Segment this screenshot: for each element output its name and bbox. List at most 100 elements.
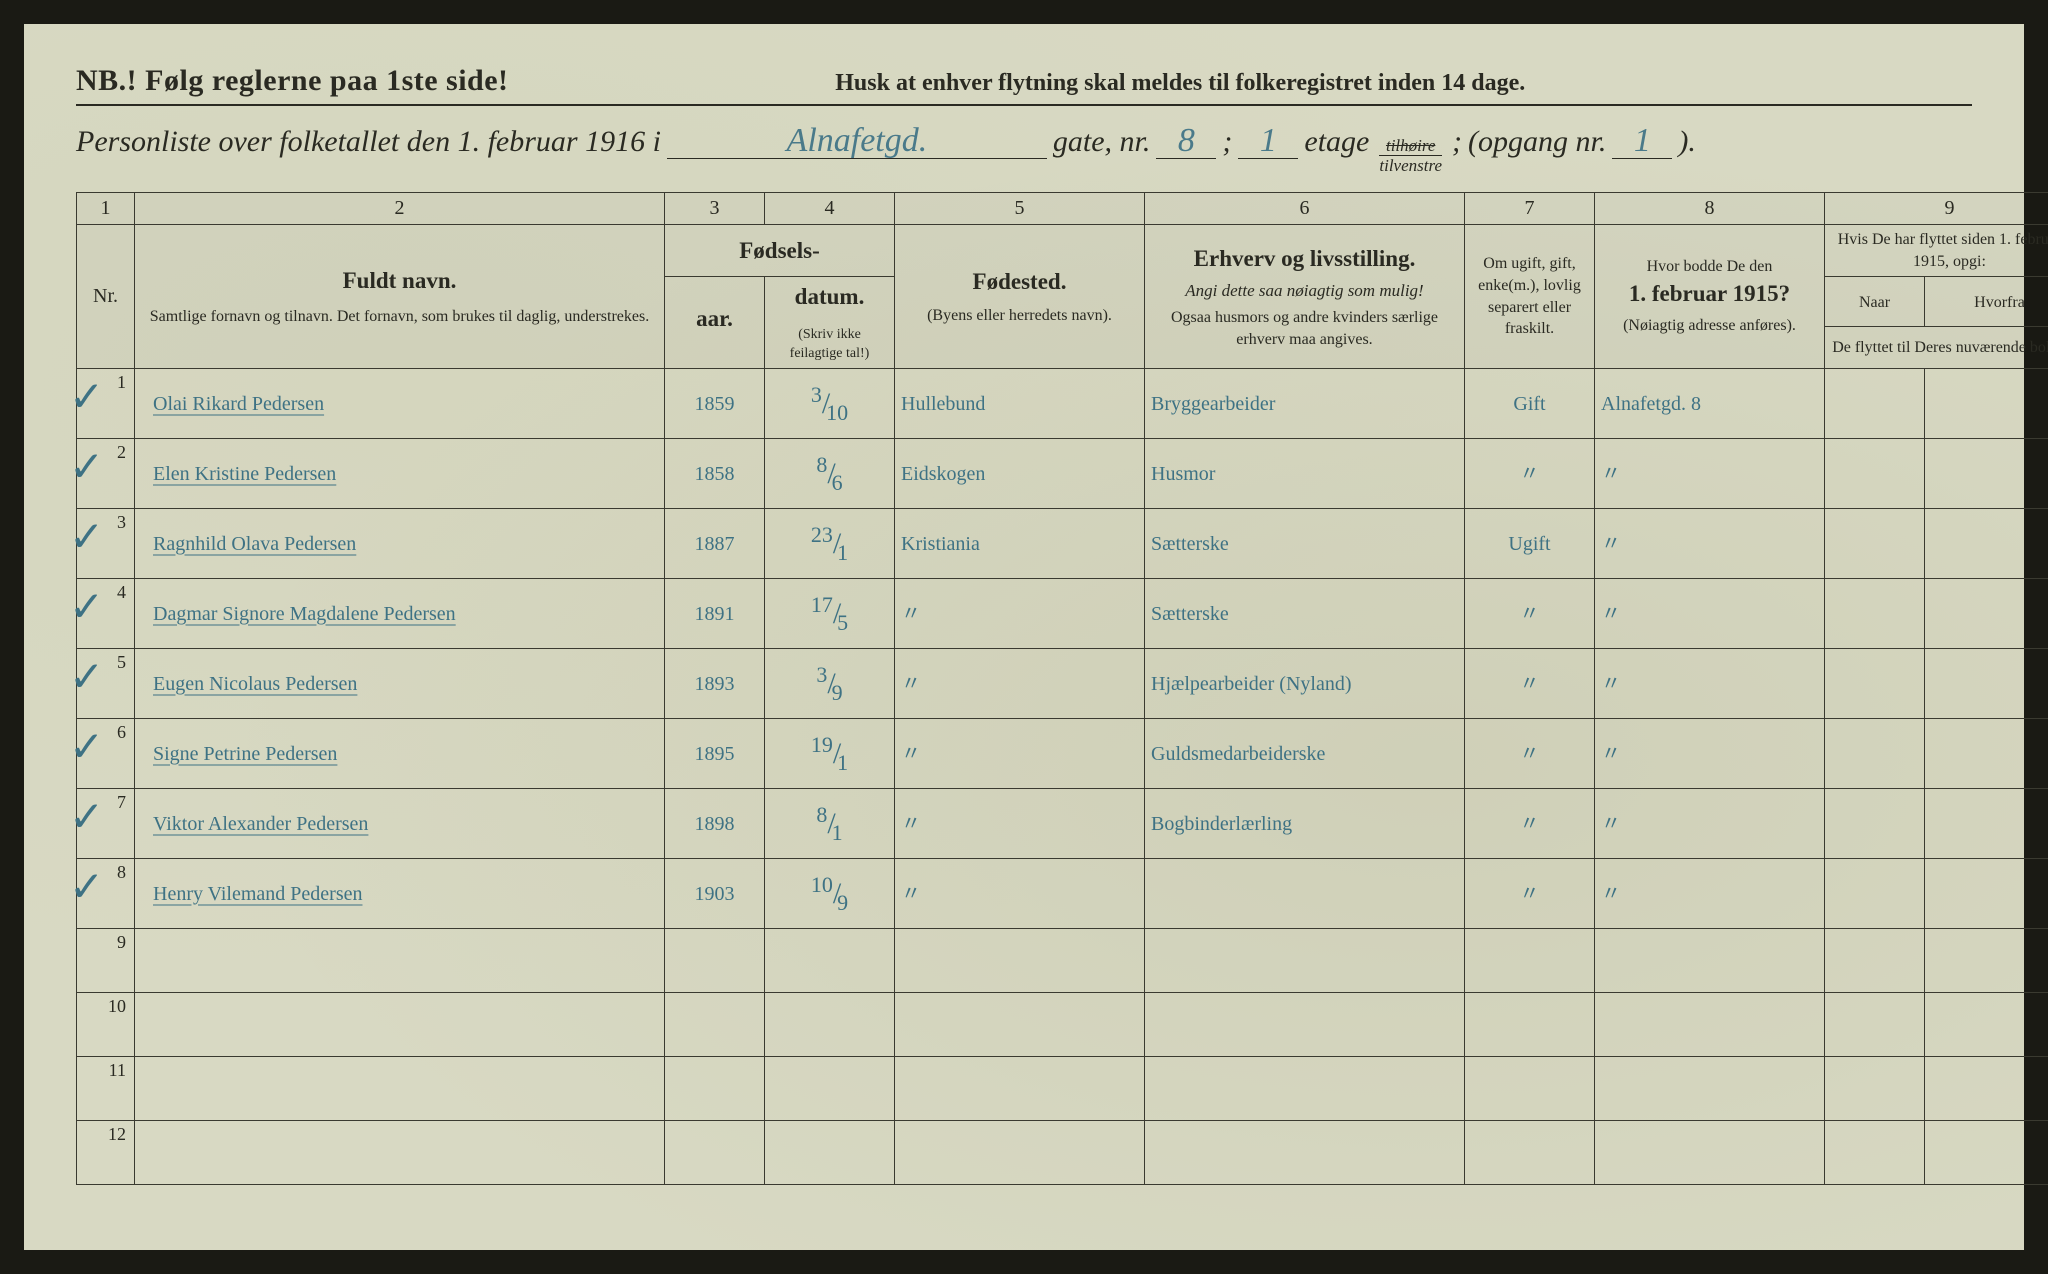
cell-moved-from: [1925, 439, 2048, 509]
row-number: ✓1: [77, 369, 135, 439]
cell-birth-date: 3/10: [765, 369, 895, 439]
entrance-number-handwritten: 1: [1612, 124, 1672, 159]
checkmark-icon: ✓: [69, 377, 104, 419]
cell-birth-year: 1891: [665, 579, 765, 649]
row-number: 9: [77, 929, 135, 993]
hdr-addr1915-q: Hvor bodde De den: [1601, 256, 1818, 278]
row-number: ✓2: [77, 439, 135, 509]
close-paren: ).: [1678, 125, 1696, 159]
cell-birthplace: [895, 1057, 1145, 1121]
row-number: ✓7: [77, 789, 135, 859]
cell-moved-when: [1825, 789, 1925, 859]
colnum-3: 3: [665, 193, 765, 225]
cell-fullname: Eugen Nicolaus Pedersen: [135, 649, 665, 719]
colnum-2: 2: [135, 193, 665, 225]
cell-birth-year: [665, 929, 765, 993]
cell-addr1915: 〃: [1595, 509, 1825, 579]
cell-birth-date: [765, 1121, 895, 1185]
hdr-birth-note: (Skriv ikke feilagtige tal!): [771, 326, 888, 364]
cell-addr1915: [1595, 993, 1825, 1057]
cell-occupation: [1145, 1057, 1465, 1121]
cell-moved-when: [1825, 509, 1925, 579]
table-row-empty: 9: [77, 929, 2048, 993]
cell-birth-year: [665, 1121, 765, 1185]
cell-occupation: [1145, 993, 1465, 1057]
cell-addr1915: Alnafetgd. 8: [1595, 369, 1825, 439]
row-number: ✓8: [77, 859, 135, 929]
hdr-moved-bottom: De flyttet til Deres nuværende bolig.: [1825, 326, 2048, 368]
table-row: ✓1 Olai Rikard Pedersen 1859 3/10 Hulleb…: [77, 369, 2048, 439]
hdr-occ-big: Erhverv og livsstilling.: [1151, 243, 1458, 274]
hdr-date: datum. (Skriv ikke feilagtige tal!): [765, 277, 895, 369]
cell-moved-when: [1825, 929, 1925, 993]
hdr-name: Fuldt navn. Samtlige fornavn og tilnavn.…: [135, 225, 665, 369]
label-etage: etage: [1304, 125, 1369, 159]
cell-marital: 〃: [1465, 439, 1595, 509]
hdr-birthplace: Fødested. (Byens eller herredets navn).: [895, 225, 1145, 369]
cell-moved-from: [1925, 1121, 2048, 1185]
cell-moved-when: [1825, 993, 1925, 1057]
row-number: 10: [77, 993, 135, 1057]
cell-moved-when: [1825, 439, 1925, 509]
table-row-empty: 12: [77, 1121, 2048, 1185]
table-row: ✓2 Elen Kristine Pedersen 1858 8/6 Eidsk…: [77, 439, 2048, 509]
cell-addr1915: [1595, 1121, 1825, 1185]
hdr-occ-small: Ogsaa husmors og andre kvinders særlige …: [1151, 307, 1458, 350]
cell-birth-date: 10/9: [765, 859, 895, 929]
row-number: ✓3: [77, 509, 135, 579]
hdr-addr1915: Hvor bodde De den 1. februar 1915? (Nøia…: [1595, 225, 1825, 369]
cell-birthplace: Kristiania: [895, 509, 1145, 579]
cell-birthplace: 〃: [895, 719, 1145, 789]
hdr-addr1915-note: (Nøiagtig adresse anføres).: [1601, 315, 1818, 337]
cell-moved-from: [1925, 929, 2048, 993]
table-row: ✓8 Henry Vilemand Pedersen 1903 10/9 〃 〃…: [77, 859, 2048, 929]
cell-moved-when: [1825, 1121, 1925, 1185]
cell-occupation: Guldsmedarbeiderske: [1145, 719, 1465, 789]
hdr-occupation: Erhverv og livsstilling. Angi dette saa …: [1145, 225, 1465, 369]
cell-birth-year: 1903: [665, 859, 765, 929]
hdr-birthplace-big: Fødested.: [901, 266, 1138, 297]
cell-occupation: Husmor: [1145, 439, 1465, 509]
table-body: ✓1 Olai Rikard Pedersen 1859 3/10 Hulleb…: [77, 369, 2048, 1185]
column-number-row: 1 2 3 4 5 6 7 8 9: [77, 193, 2048, 225]
semicolon-2: ;: [1452, 125, 1462, 159]
cell-fullname: Dagmar Signore Magdalene Pedersen: [135, 579, 665, 649]
cell-birth-year: [665, 1057, 765, 1121]
hdr-name-big: Fuldt navn.: [141, 265, 658, 296]
table-row: ✓5 Eugen Nicolaus Pedersen 1893 3/9 〃 Hj…: [77, 649, 2048, 719]
hdr-moved-naar: Naar: [1825, 277, 1925, 327]
cell-addr1915: 〃: [1595, 649, 1825, 719]
cell-marital: [1465, 929, 1595, 993]
table-row: ✓7 Viktor Alexander Pedersen 1898 8/1 〃 …: [77, 789, 2048, 859]
cell-birth-date: 8/6: [765, 439, 895, 509]
hdr-name-small: Samtlige fornavn og tilnavn. Det fornavn…: [141, 306, 658, 328]
cell-birth-date: 3/9: [765, 649, 895, 719]
header-row-1: Nr. Fuldt navn. Samtlige fornavn og tiln…: [77, 225, 2048, 277]
cell-fullname: Ragnhild Olava Pedersen: [135, 509, 665, 579]
cell-addr1915: 〃: [1595, 439, 1825, 509]
cell-addr1915: 〃: [1595, 859, 1825, 929]
cell-birthplace: 〃: [895, 789, 1145, 859]
table-row-empty: 11: [77, 1057, 2048, 1121]
cell-birth-date: [765, 1057, 895, 1121]
cell-birthplace: Eidskogen: [895, 439, 1145, 509]
cell-marital: [1465, 1057, 1595, 1121]
cell-marital: 〃: [1465, 859, 1595, 929]
cell-birth-year: 1895: [665, 719, 765, 789]
cell-birthplace: 〃: [895, 649, 1145, 719]
cell-marital: [1465, 1121, 1595, 1185]
row-number: ✓5: [77, 649, 135, 719]
cell-moved-from: [1925, 719, 2048, 789]
cell-birth-date: [765, 929, 895, 993]
cell-occupation: [1145, 859, 1465, 929]
colnum-1: 1: [77, 193, 135, 225]
cell-addr1915: 〃: [1595, 789, 1825, 859]
cell-birth-year: 1859: [665, 369, 765, 439]
cell-moved-when: [1825, 1057, 1925, 1121]
floor-number-handwritten: 1: [1238, 124, 1298, 159]
hdr-nr: Nr.: [77, 225, 135, 369]
cell-occupation: Hjælpearbeider (Nyland): [1145, 649, 1465, 719]
cell-occupation: [1145, 929, 1465, 993]
census-form-page: NB.! Følg reglerne paa 1ste side! Husk a…: [24, 24, 2024, 1250]
colnum-7: 7: [1465, 193, 1595, 225]
